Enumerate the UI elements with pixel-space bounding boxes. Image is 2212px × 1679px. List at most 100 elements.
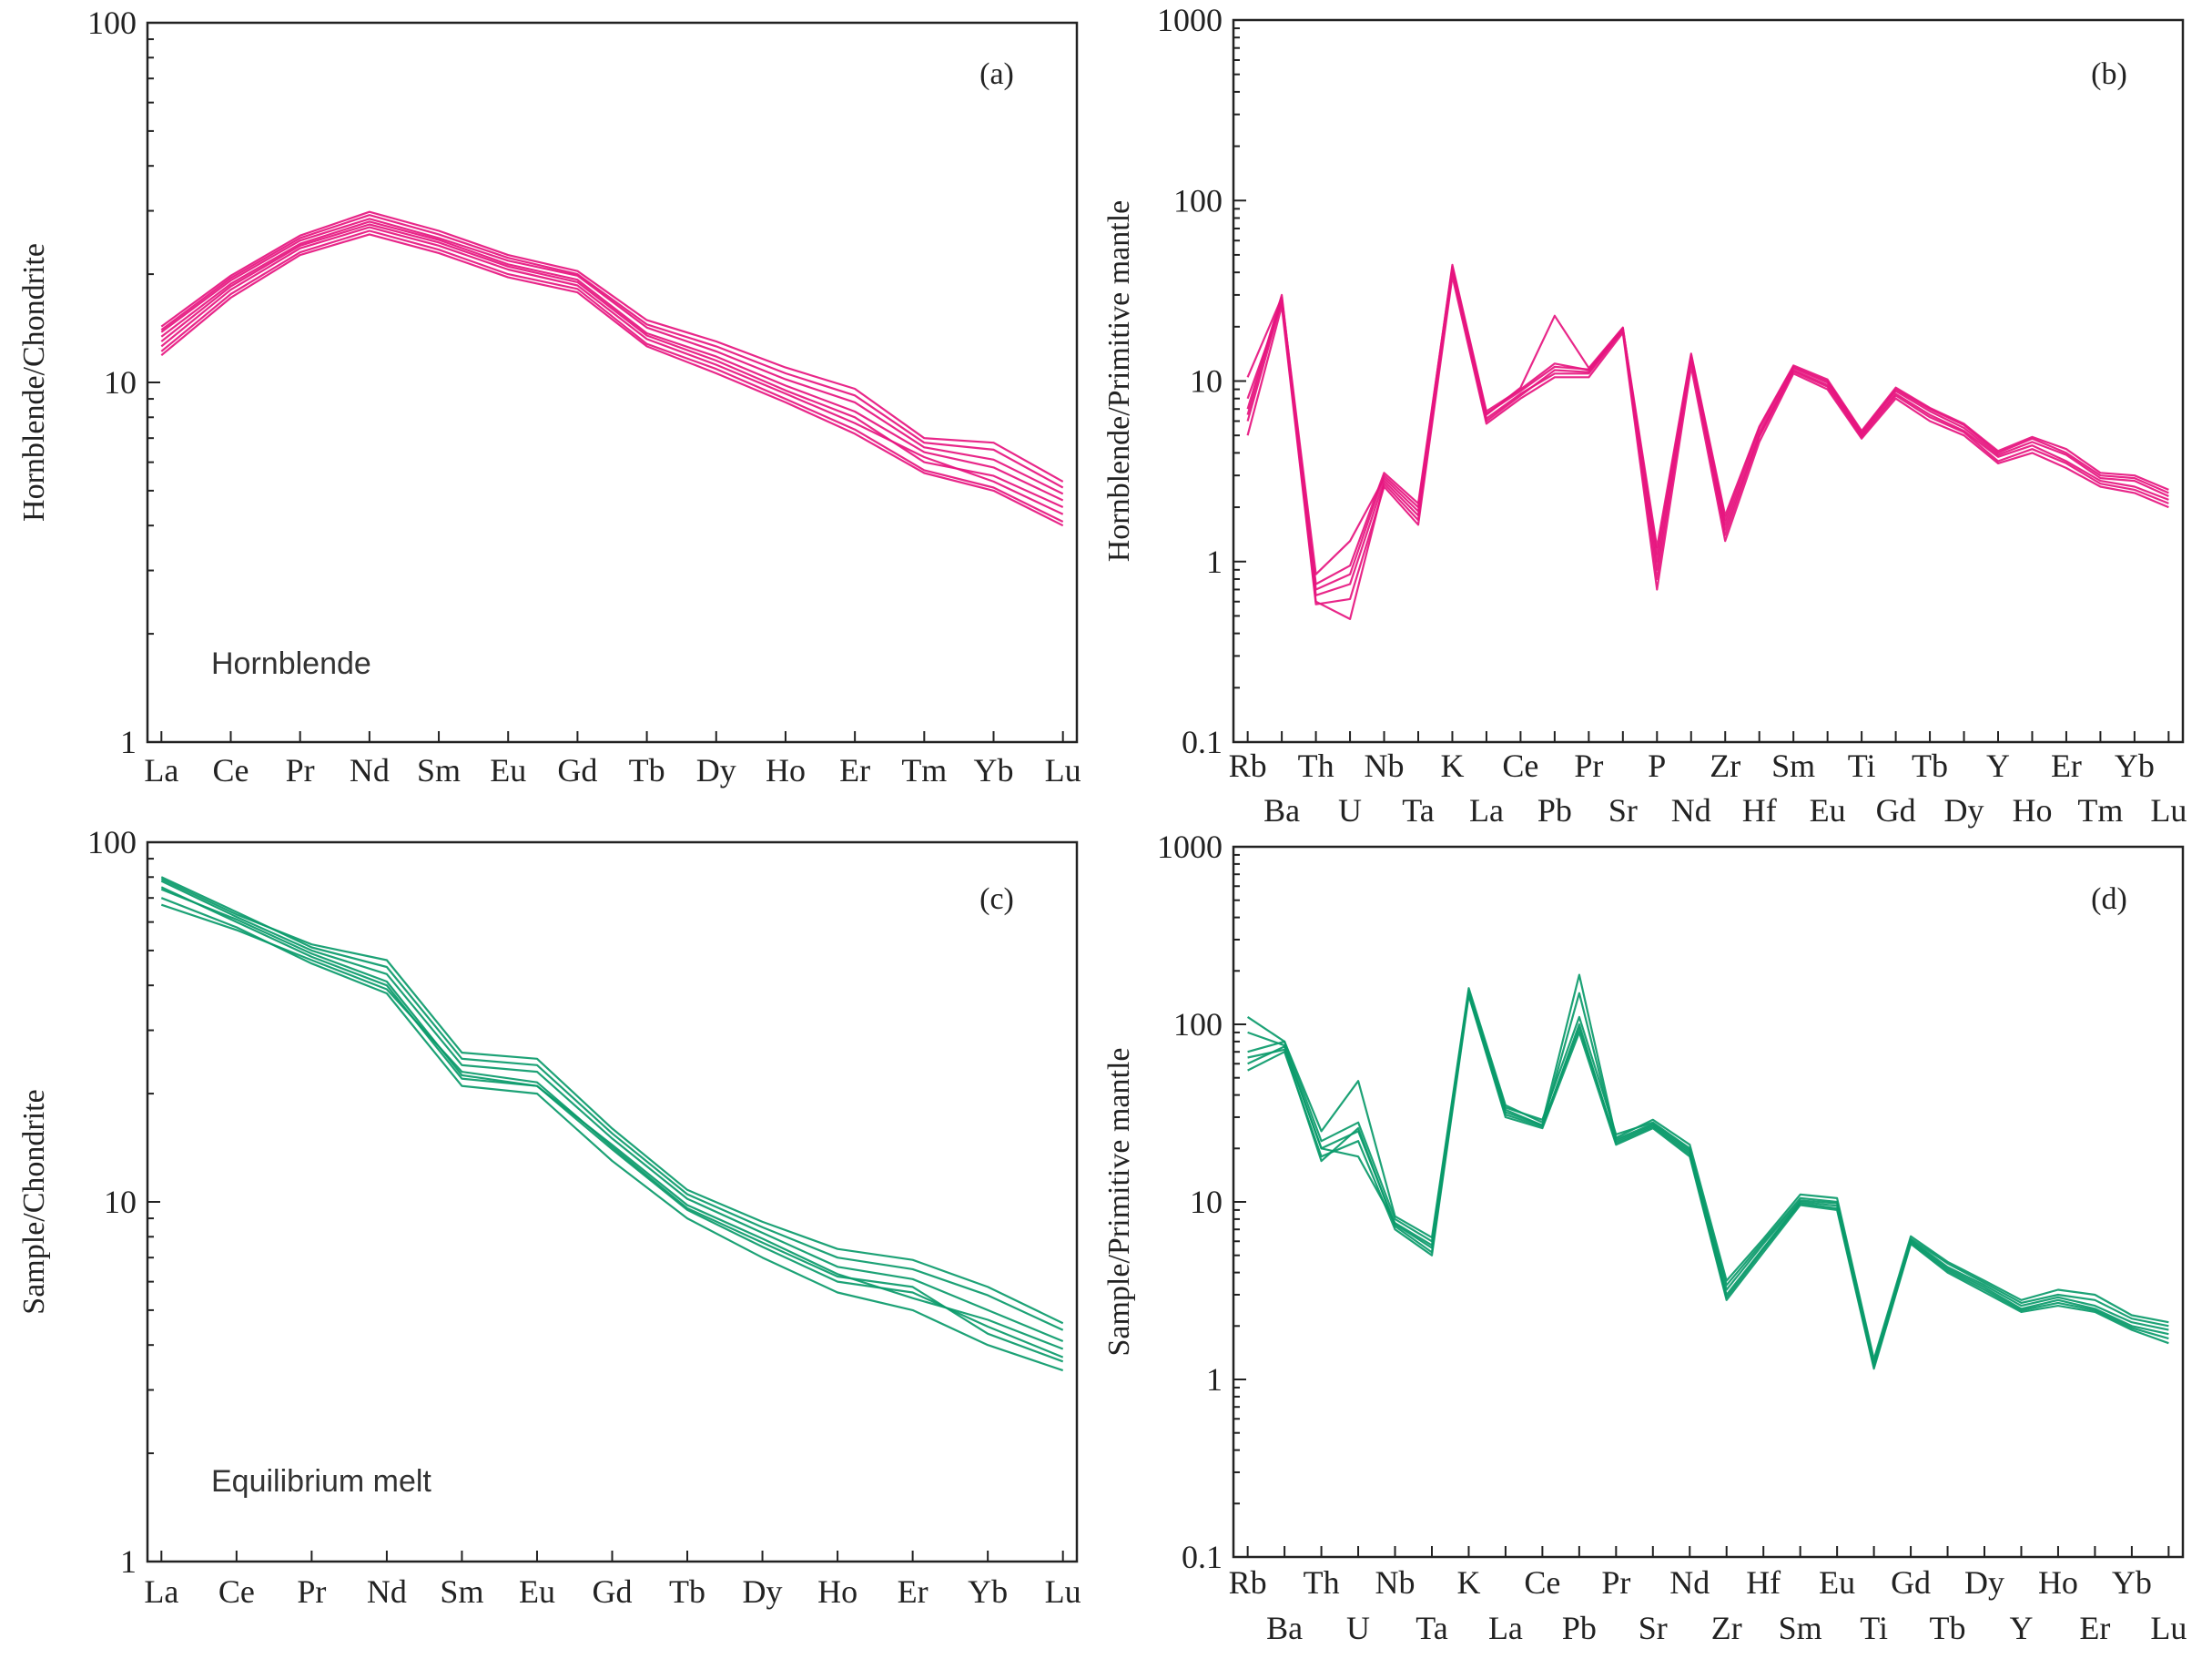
y-tick-label: 1 [1206,544,1223,580]
x-category-label: Ho [766,752,806,789]
x-category-label: Pr [286,752,315,789]
series-line-s7 [160,888,1064,1350]
x-category-label: Lu [2150,792,2187,829]
y-tick-label: 1 [1206,1361,1223,1398]
series-line-s5 [1246,269,2169,621]
x-category-label: Th [1304,1564,1340,1601]
x-category-label: La [1469,792,1504,829]
x-category-label: La [144,1573,178,1610]
x-category-label: Ce [218,1573,255,1610]
series-line-s1 [160,886,1064,1358]
x-category-label: Gd [1891,1564,1931,1601]
y-axis-title: Hornblende/Chondrite [17,243,51,522]
x-category-label: Lu [1045,752,1081,789]
y-tick-label: 10 [104,1184,137,1220]
x-category-label: Nd [367,1573,407,1610]
x-category-label: Gd [557,752,597,789]
x-category-label: Hf [1746,1564,1781,1601]
x-category-label: Er [2079,1610,2110,1646]
x-category-label: Er [898,1573,928,1610]
series-line-s5 [160,903,1064,1363]
x-category-label: Hf [1742,792,1777,829]
plot-frame [1232,18,2185,744]
x-category-label: Tb [1930,1610,1966,1646]
y-tick-label: 10 [1190,1184,1223,1220]
x-category-label: Tm [2077,792,2123,829]
x-category-label: Zr [1710,748,1740,784]
series-line-s4 [1246,267,2169,575]
x-category-label: Tb [629,752,665,789]
x-category-label: Eu [490,752,526,789]
y-tick-label: 0.1 [1182,1539,1223,1575]
series-line-s4 [160,880,1064,1343]
y-tick-label: 1 [120,724,137,760]
panel-annotation: Hornblende [211,646,371,681]
series-line-s3 [160,897,1064,1372]
x-category-label: Gd [593,1573,633,1610]
x-category-label: Pr [297,1573,326,1610]
x-category-label: Gd [1876,792,1916,829]
x-category-label: Ti [1860,1610,1888,1646]
x-category-label: P [1648,748,1666,784]
x-category-label: Zr [1711,1610,1742,1646]
panel-label: (c) [979,882,1014,916]
x-category-label: La [1488,1610,1523,1646]
y-tick-label: 10 [1190,363,1223,400]
x-category-label: K [1440,748,1464,784]
panel-label: (a) [979,57,1014,91]
x-category-label: Yb [2115,748,2155,784]
y-tick-label: 1 [120,1543,137,1580]
x-category-label: Ho [817,1573,857,1610]
x-category-label: Tb [669,1573,705,1610]
series-line-s6 [1246,265,2169,585]
x-category-label: Dy [1944,792,1984,829]
x-category-label: Sr [1608,792,1638,829]
x-category-label: Er [839,752,870,789]
x-category-label: Pr [1601,1564,1630,1601]
x-category-label: Sm [1779,1610,1822,1646]
x-category-label: Pr [1574,748,1603,784]
series-line-s5 [1247,991,2169,1366]
x-category-label: Eu [1819,1564,1855,1601]
series-line-s4 [160,210,1064,483]
y-tick-label: 100 [1173,1006,1223,1043]
x-category-label: Ta [1402,792,1434,829]
x-category-label: Dy [1964,1564,2004,1601]
x-category-label: La [144,752,178,789]
plot-frame [146,21,1079,744]
y-tick-label: 1000 [1157,2,1223,38]
x-category-label: Ba [1263,792,1300,829]
y-tick-label: 1000 [1157,829,1223,865]
series-line-s6 [160,220,1064,502]
x-category-label: Sm [417,752,461,789]
y-axis-title: Sample/Primitive mantle [1102,1047,1136,1356]
x-category-label: Th [1298,748,1334,784]
panel-annotation: Equilibrium melt [211,1464,431,1499]
series-line-s2 [1246,263,2169,591]
x-category-label: Y [1986,748,2010,784]
x-category-label: Y [2009,1610,2033,1646]
y-tick-label: 100 [87,5,137,41]
panel-d-melt-primitive-mantle: 0.11101001000RbBaThUNbTaKLaCePbPrSrNdZrH… [1102,829,2187,1646]
series-line-s5 [160,226,1064,515]
series-line-s7 [160,233,1064,527]
x-category-label: Dy [696,752,736,789]
x-category-label: Ce [1524,1564,1560,1601]
plot-frame [1232,845,2185,1559]
x-category-label: Sm [440,1573,483,1610]
y-tick-label: 100 [1173,182,1223,219]
x-category-label: Sm [1771,748,1815,784]
panel-c-melt-chondrite: 1 10 100 La Ce Pr Nd Sm Eu Gd Tb Dy Ho Er Yb Lu Sample/C… [17,824,1081,1610]
x-category-label: Ho [2012,792,2052,829]
x-category-label: Dy [743,1573,783,1610]
y-tick-label: 100 [87,824,137,860]
x-category-label: Yb [974,752,1014,789]
x-category-label: Er [2051,748,2082,784]
x-category-label: Ta [1415,1610,1447,1646]
series-line-s6 [160,878,1064,1325]
x-category-label: Nd [1669,1564,1710,1601]
series-line-s8 [160,214,1064,489]
x-category-label: U [1338,792,1362,829]
x-category-label: Lu [1045,1573,1081,1610]
series-line-s6 [1247,992,2169,1369]
